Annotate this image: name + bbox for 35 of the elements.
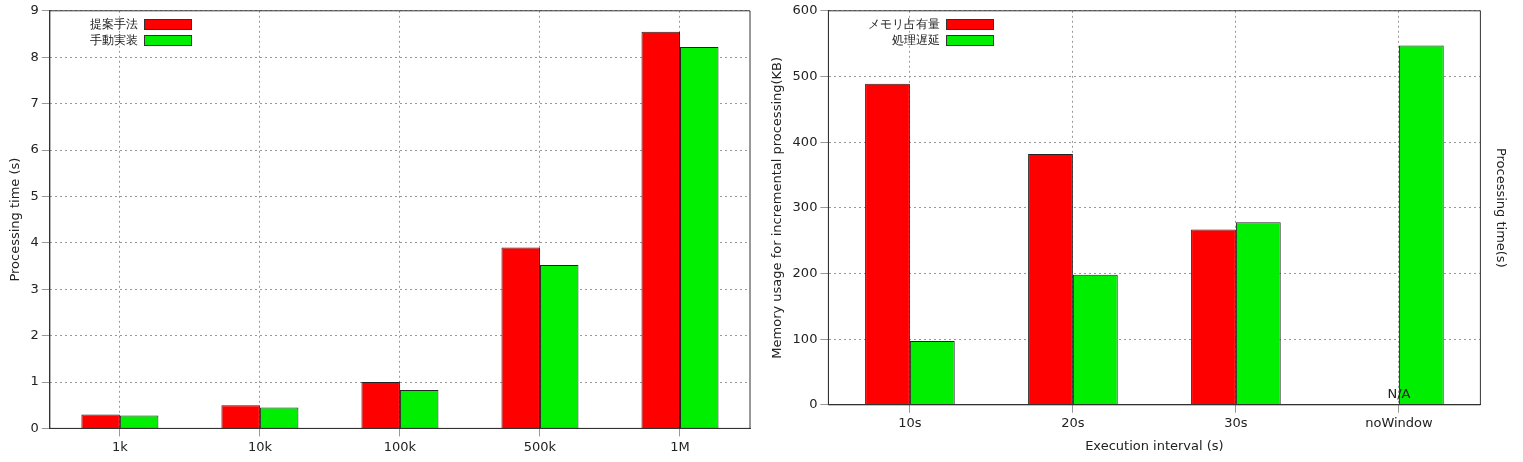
x-tick-label: 10k [247,438,273,454]
x-tick-label: 10s [898,414,922,430]
y-tick-label: 500 [792,67,818,83]
y-tick-label: 100 [792,330,818,346]
y-tick-label: 3 [30,280,39,296]
x-tick-label: 100k [383,438,417,454]
x-tick-label: 500k [523,438,557,454]
x-tick-label: 1k [111,438,129,454]
y2-axis-title: Processing time(s) [1493,147,1509,268]
legend-label: メモリ占有量 [868,16,941,34]
y-tick-label: 6 [30,141,39,157]
legend-label: 提案手法 [89,16,138,34]
y-tick-label: 300 [792,199,818,215]
annotation: N/A [1387,386,1411,402]
y-tick-label: 9 [30,2,39,18]
x-tick-label: 30s [1224,414,1248,430]
y-axis-title: Processing time (s) [7,157,23,282]
y-tick-label: 400 [792,133,818,149]
legend-label: 手動実装 [89,32,138,50]
y-tick-label: 0 [30,419,39,435]
y-axis-title: Memory usage for incremental processing(KB) [769,56,785,359]
x-tick-label: noWindow [1365,414,1433,430]
y-tick-label: 200 [792,264,818,280]
x-tick-label: 20s [1061,414,1085,430]
x-axis-title: Execution interval (s) [1085,437,1224,453]
y-tick-label: 5 [30,187,39,203]
y-tick-label: 7 [30,94,39,110]
y-tick-label: 1 [30,373,39,389]
y-tick-label: 600 [792,2,818,18]
y-tick-label: 4 [30,234,39,250]
y-tick-label: 2 [30,326,39,342]
y-tick-label: 8 [30,48,39,64]
legend-label: 処理遅延 [892,32,941,50]
x-tick-label: 1M [670,438,690,454]
y-tick-label: 0 [809,396,818,412]
